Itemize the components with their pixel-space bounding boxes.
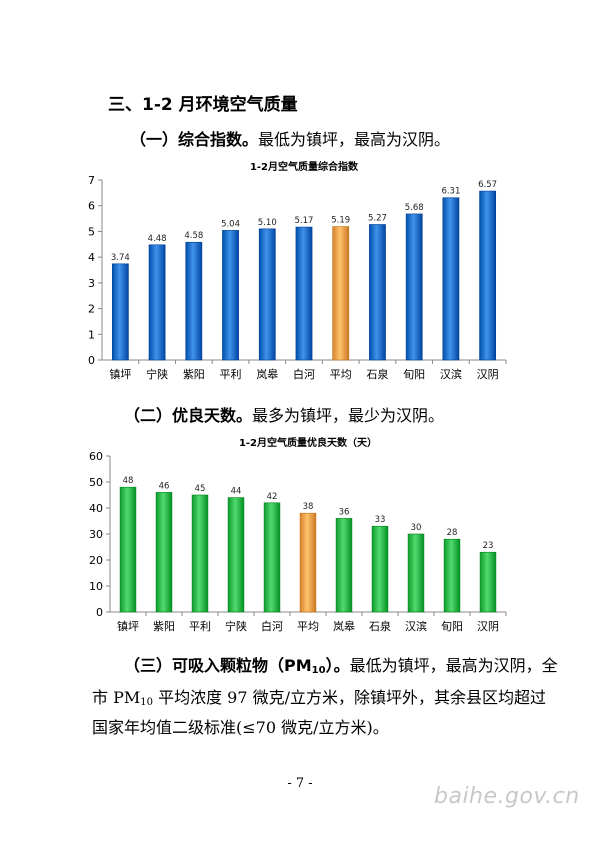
x-tick-label: 平利: [220, 368, 242, 381]
bar: [405, 213, 423, 361]
y-tick-label: 0: [88, 354, 95, 367]
bar: [111, 263, 129, 361]
x-tick-label: 汉阴: [477, 620, 499, 633]
bar: [119, 486, 137, 613]
y-tick-label: 7: [88, 174, 95, 187]
bar: [148, 244, 166, 361]
bar-data-label: 4.48: [148, 234, 167, 244]
bar: [479, 190, 497, 361]
paragraph-good-days: （二）优良天数。最多为镇坪，最少为汉阴。: [124, 402, 444, 426]
good-days-chart: 1-2月空气质量优良天数（天） 0 10 20 30 40 50 60 48 镇坪 46 紫阳 45 平利…: [89, 436, 507, 633]
x-tick-label: 汉滨: [440, 367, 462, 381]
bar-data-label: 33: [375, 515, 386, 525]
bar: [299, 512, 317, 613]
x-tick-label: 宁陕: [146, 367, 168, 381]
bar: [258, 228, 276, 361]
x-tick-label: 平均: [330, 368, 352, 381]
x-tick-label: 旬阳: [403, 368, 425, 381]
bar: [227, 497, 245, 613]
bar: [263, 502, 281, 613]
bar-data-label: 38: [303, 502, 314, 512]
bar-data-label: 46: [159, 481, 170, 491]
paragraph-text: 最低为镇坪，最高为汉阴，全: [349, 656, 558, 675]
y-tick-label: 0: [96, 606, 103, 619]
bar-data-label: 5.17: [295, 216, 314, 226]
bar-data-label: 45: [195, 484, 206, 494]
x-tick-label: 平利: [189, 620, 211, 633]
x-tick-label: 宁陕: [225, 619, 247, 633]
bar-data-label: 36: [339, 507, 350, 517]
watermark: baihe.gov.cn: [434, 784, 580, 809]
x-tick-label: 岚皋: [256, 367, 278, 381]
bar-data-label: 6.57: [478, 180, 497, 190]
section-heading: 三、1-2 月环境空气质量: [108, 95, 298, 115]
bar: [222, 230, 239, 361]
x-tick-label: 平均: [297, 620, 319, 633]
bar: [443, 538, 461, 613]
bar-data-label: 6.31: [441, 187, 460, 197]
x-tick-label: 旬阳: [441, 620, 463, 633]
chart-title: 1-2月空气质量综合指数: [250, 160, 359, 173]
x-tick-label: 汉阴: [477, 368, 499, 381]
y-tick-label: 30: [89, 528, 103, 541]
composite-index-chart: 1-2月空气质量综合指数 0 1 2 3 4 5 6 7 3.74 镇坪 4.48 宁陕 4.58 紫阳 5.…: [88, 160, 507, 381]
x-tick-label: 紫阳: [183, 368, 205, 381]
x-tick-label: 石泉: [369, 619, 391, 633]
bar: [155, 492, 173, 613]
x-tick-label: 镇坪: [109, 367, 131, 381]
y-tick-label: 20: [89, 554, 103, 567]
x-tick-label: 岚皋: [333, 619, 355, 633]
bar: [335, 518, 353, 613]
bar-data-label: 28: [447, 528, 458, 538]
bar-data-label: 5.27: [368, 213, 387, 223]
paragraph-text: 最低为镇坪，最高为汉阴。: [258, 130, 451, 149]
y-tick-label: 3: [88, 277, 95, 290]
x-tick-label: 白河: [261, 619, 283, 633]
y-tick-label: 1: [88, 328, 95, 341]
bar: [479, 551, 497, 613]
bar-data-label: 5.68: [405, 203, 424, 213]
x-tick-label: 镇坪: [117, 619, 139, 633]
page-number: - 7 -: [287, 776, 313, 791]
x-tick-label: 汉滨: [405, 619, 427, 633]
paragraph-label: （二）优良天数。: [124, 406, 253, 425]
bar: [371, 525, 389, 613]
paragraph-pm10-line3: 国家年均值二级标准(≤70 微克/立方米)。: [92, 718, 389, 737]
bar-data-label: 23: [483, 541, 494, 551]
y-tick-label: 10: [89, 580, 103, 593]
bar-data-label: 5.04: [221, 219, 240, 229]
bar: [332, 226, 350, 361]
bar-data-label: 30: [411, 523, 422, 533]
y-tick-label: 2: [88, 303, 95, 316]
bar: [442, 197, 460, 361]
paragraph-composite-index: （一）综合指数。最低为镇坪，最高为汉阴。: [130, 126, 450, 150]
chart-title: 1-2月空气质量优良天数（天）: [239, 436, 377, 449]
x-tick-label: 石泉: [366, 367, 388, 381]
paragraph-label: （三）可吸入颗粒物（PM10）。: [124, 656, 350, 676]
x-tick-label: 紫阳: [153, 620, 175, 633]
y-tick-label: 5: [88, 225, 95, 238]
bar-data-label: 5.19: [331, 216, 350, 226]
bar-data-label: 4.58: [184, 231, 203, 241]
y-tick-label: 40: [89, 502, 103, 515]
y-tick-label: 4: [88, 251, 95, 264]
x-tick-label: 白河: [293, 367, 315, 381]
bar-data-label: 48: [123, 476, 134, 486]
bar-data-label: 42: [267, 492, 278, 502]
bar: [369, 224, 386, 361]
bar-data-label: 3.74: [111, 253, 130, 263]
paragraph-pm10: （三）可吸入颗粒物（PM10）。最低为镇坪，最高为汉阴，全: [124, 652, 558, 676]
bar: [407, 533, 425, 613]
bar: [191, 494, 209, 613]
bar: [185, 241, 203, 361]
paragraph-label: （一）综合指数。: [130, 130, 259, 149]
paragraph-pm10-line2: 市 PM10 平均浓度 97 微克/立方米，除镇坪外，其余县区均超过: [92, 688, 546, 708]
y-tick-label: 60: [89, 450, 103, 463]
bar-data-label: 5.10: [258, 218, 277, 228]
paragraph-text: 最多为镇坪，最少为汉阴。: [252, 406, 445, 425]
y-tick-label: 6: [88, 200, 95, 213]
bar: [295, 226, 313, 361]
bar-data-label: 44: [231, 487, 242, 497]
y-tick-label: 50: [89, 476, 103, 489]
